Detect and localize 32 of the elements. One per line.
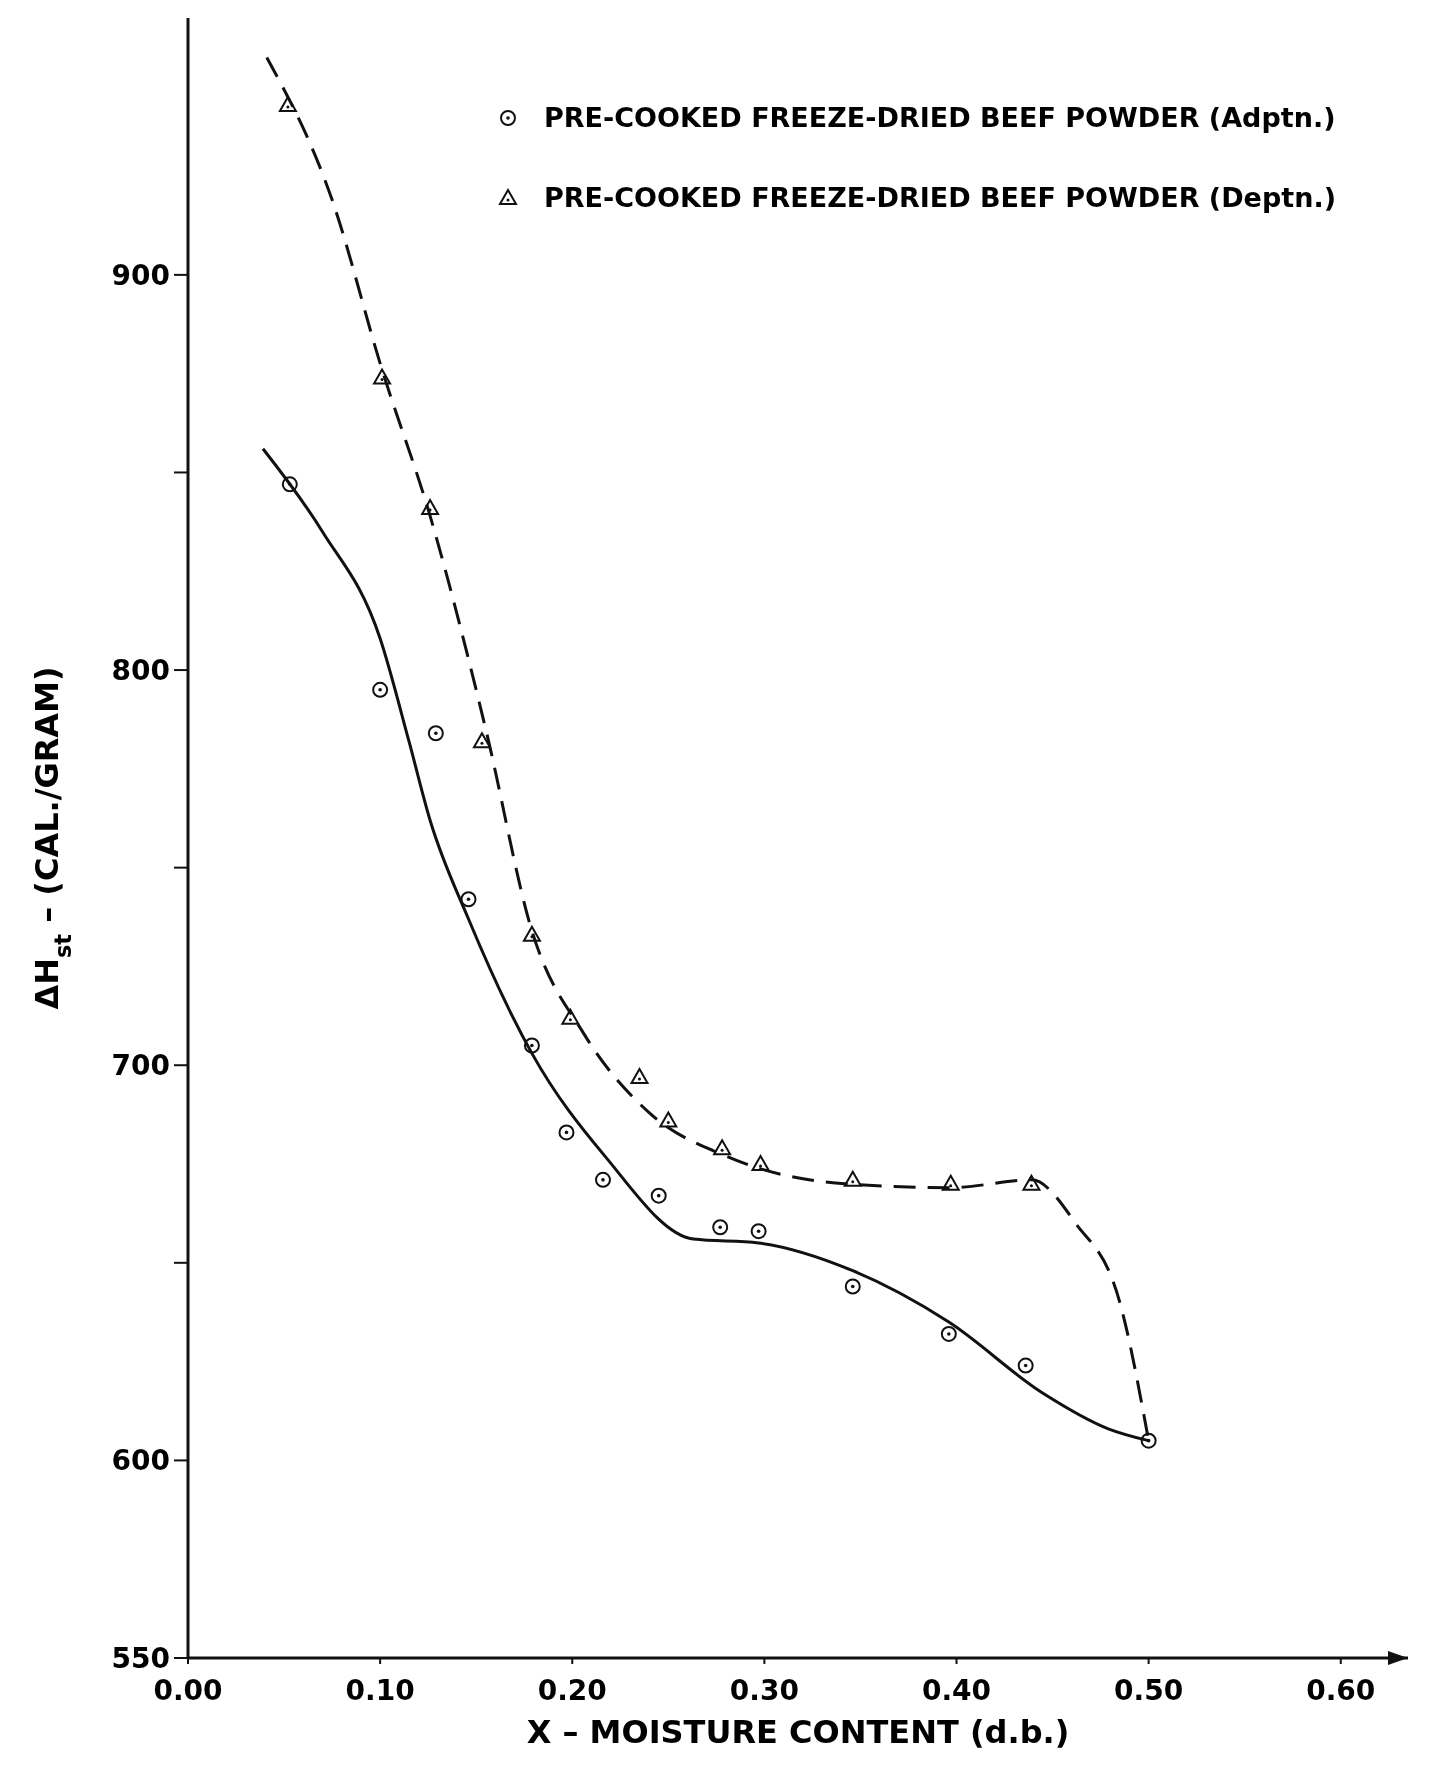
point [427,725,444,742]
y-tick-label: 900 [111,258,170,292]
y-tick-label: 550 [111,1641,170,1675]
x-tick-label: 0.50 [1114,1674,1184,1707]
x-tick-label: 0.10 [345,1674,415,1707]
y-tick-label: 700 [111,1049,170,1083]
point [561,1008,580,1025]
legend-label: PRE-COOKED FREEZE-DRIED BEEF POWDER (Adptn.) [544,102,1336,134]
point [713,1139,732,1156]
x-tick-label: 0.30 [729,1674,799,1707]
point [843,1170,862,1187]
point [750,1223,767,1240]
point [659,1111,678,1128]
x-tick-label: 0.60 [1306,1674,1376,1707]
legend-label: PRE-COOKED FREEZE-DRIED BEEF POWDER (Deptn.) [544,182,1336,214]
point [630,1068,649,1085]
y-tick-label: 800 [111,653,170,687]
point [594,1171,611,1188]
point [472,732,491,749]
point [940,1325,957,1342]
x-tick-label: 0.20 [537,1674,607,1707]
point [558,1124,575,1141]
x-tick-label: 0.00 [153,1674,223,1707]
x-tick-label: 0.40 [921,1674,992,1707]
point [460,891,477,908]
point [844,1278,861,1295]
point [712,1219,729,1236]
point [650,1187,667,1204]
point [372,681,389,698]
point [1017,1357,1034,1374]
x-axis-title: X – MOISTURE CONTENT (d.b.) [526,1713,1070,1751]
y-tick-label: 600 [111,1444,170,1478]
